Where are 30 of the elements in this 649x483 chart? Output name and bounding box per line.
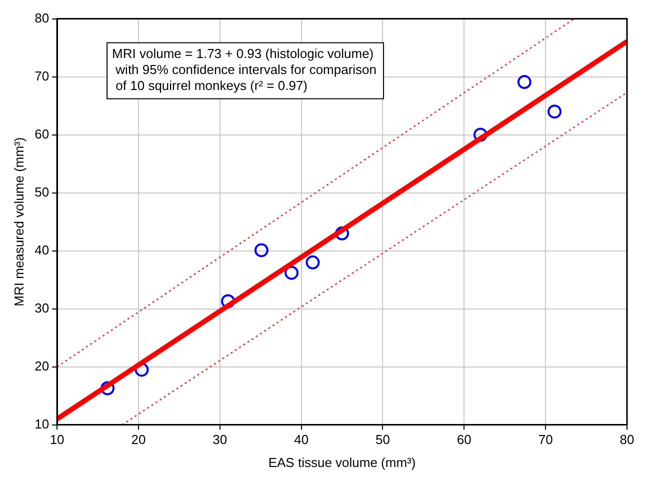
point — [100, 381, 115, 396]
x-tick-label: 70 — [538, 432, 553, 448]
x-axis-title: EAS tissue volume (mm³) — [268, 454, 416, 470]
point — [221, 294, 236, 308]
y-tick-label: 50 — [34, 184, 50, 200]
y-axis-title: MRI measured volume (mm³) — [11, 137, 26, 306]
x-tick-label: 30 — [212, 432, 228, 448]
x-tick-label: 50 — [376, 432, 390, 448]
y-tick-label: 70 — [34, 68, 50, 84]
point — [548, 104, 562, 119]
x-tick-label: 20 — [131, 432, 146, 448]
y-tick-label: 30 — [34, 300, 50, 316]
point — [306, 255, 320, 270]
point — [254, 243, 268, 258]
x-tick-label: 40 — [294, 432, 309, 448]
annotation: MRI volume = 1.73 + 0.93 (histologic volume) — [112, 46, 374, 61]
point — [473, 128, 488, 142]
x-tick-label: 10 — [50, 432, 64, 448]
x-tick-label: 80 — [620, 432, 634, 448]
annotation: with 95% confidence intervals for comparison — [112, 62, 377, 77]
x-tick-label: 60 — [456, 432, 472, 448]
point — [517, 75, 532, 90]
y-tick-label: 40 — [34, 242, 50, 258]
point — [284, 266, 299, 280]
y-tick-label: 20 — [34, 358, 50, 374]
point — [335, 226, 350, 240]
y-tick-label: 80 — [34, 10, 50, 26]
annotation: of 10 squirrel monkeys (r² = 0.97) — [112, 78, 308, 93]
y-tick-label: 10 — [34, 416, 50, 432]
y-tick-label: 60 — [34, 126, 50, 142]
